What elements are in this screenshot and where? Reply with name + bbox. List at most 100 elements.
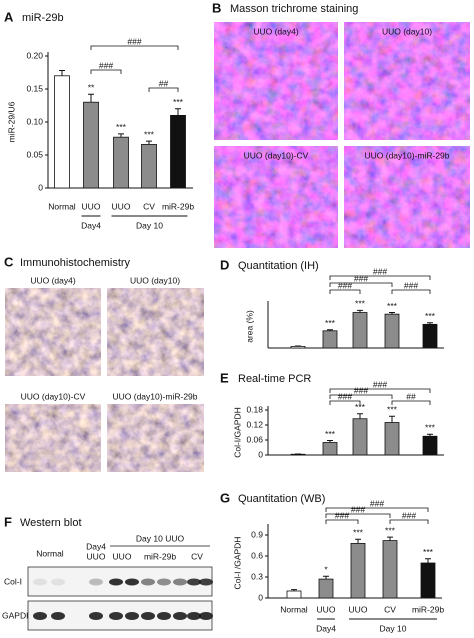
bracket-label: ### bbox=[354, 273, 368, 283]
y-tick-label: 0.05 bbox=[26, 149, 43, 159]
bar bbox=[352, 418, 368, 456]
significance-bracket bbox=[148, 87, 179, 92]
image-label: UUO (day10)-miR-29b bbox=[364, 150, 449, 160]
panel-title: Masson trichrome staining bbox=[230, 3, 358, 15]
blot-band bbox=[173, 612, 187, 620]
blot-band bbox=[187, 578, 201, 586]
bracket-label: ### bbox=[404, 280, 418, 290]
bar bbox=[141, 144, 157, 189]
significance-label: *** bbox=[387, 405, 398, 415]
significance-bracket bbox=[391, 400, 431, 405]
y-tick-label: 0.12 bbox=[246, 419, 263, 429]
image-label: UUO (day10)-CV bbox=[21, 391, 86, 401]
significance-label: *** bbox=[173, 97, 184, 107]
blot-band bbox=[125, 578, 139, 586]
error-bar bbox=[357, 413, 363, 419]
error-bar bbox=[59, 70, 65, 76]
significance-label: * bbox=[324, 565, 328, 575]
micrograph-grid: UUO (day4) UUO (day10) UUO (day10)-CV UU… bbox=[214, 22, 470, 248]
significance-bracket bbox=[325, 519, 359, 524]
y-tick-label: 0 bbox=[258, 449, 263, 459]
image-label: UUO (day10) bbox=[382, 26, 432, 36]
significance-bracket bbox=[389, 519, 429, 524]
significance-label: *** bbox=[353, 527, 364, 537]
micrograph bbox=[5, 288, 101, 376]
blot-band bbox=[109, 612, 123, 620]
row-label: Col-I bbox=[4, 576, 22, 586]
y-tick-label: 0.06 bbox=[246, 434, 263, 444]
blot-band bbox=[89, 578, 103, 586]
panel-title: Quantitation (WB) bbox=[238, 493, 325, 505]
lane-label: UUO bbox=[87, 551, 106, 561]
bracket-label: ### bbox=[99, 60, 113, 70]
error-bar bbox=[355, 538, 361, 544]
panel-letter: D bbox=[220, 257, 229, 272]
y-axis-label: miR-29/U6 bbox=[6, 101, 16, 142]
blot-bands bbox=[33, 578, 213, 620]
significance-label: *** bbox=[325, 429, 336, 439]
micrograph-grid: UUO (day4) UUO (day10) UUO (day10)-CV UU… bbox=[5, 275, 204, 472]
x-tick-label: Normal bbox=[48, 201, 76, 211]
bar bbox=[286, 590, 302, 599]
y-tick-label: 0.6 bbox=[251, 550, 263, 560]
y-tick-label: 0.3 bbox=[251, 571, 263, 581]
x-tick-label: UUO bbox=[112, 201, 131, 211]
significance-bracket bbox=[391, 289, 431, 294]
panel-letter: C bbox=[4, 254, 14, 269]
panel-letter: B bbox=[212, 0, 221, 15]
significance-label: *** bbox=[425, 423, 436, 433]
bracket-label: ## bbox=[406, 391, 416, 401]
error-bar bbox=[323, 575, 329, 580]
significance-bracket bbox=[90, 45, 179, 50]
y-axis-label: Col-I /GAPDH bbox=[232, 537, 242, 590]
blot-band bbox=[199, 612, 213, 620]
micrograph bbox=[214, 146, 338, 248]
x-tick-label: CV bbox=[143, 201, 155, 211]
bar bbox=[322, 442, 338, 456]
blot-band bbox=[33, 612, 47, 620]
image-label: UUO (day10)-miR-29b bbox=[112, 391, 197, 401]
x-tick-label: UUO bbox=[317, 604, 336, 614]
panel-letter: A bbox=[4, 9, 14, 24]
significance-label: *** bbox=[425, 311, 436, 321]
micrograph bbox=[107, 288, 204, 376]
image-label: UUO (day10)-CV bbox=[244, 150, 309, 160]
blot-band bbox=[125, 612, 139, 620]
panel-letter: G bbox=[220, 490, 230, 505]
bar bbox=[422, 323, 438, 349]
micrograph bbox=[344, 22, 470, 140]
blot-band bbox=[109, 578, 123, 586]
micrograph bbox=[344, 146, 470, 248]
x-tick-label: UUO bbox=[82, 201, 101, 211]
image-label: UUO (day10) bbox=[130, 275, 180, 285]
row-label: GAPDH bbox=[2, 610, 32, 620]
group-label: Day4 bbox=[316, 623, 336, 633]
y-tick-label: 0.15 bbox=[26, 83, 43, 93]
micrograph bbox=[214, 22, 338, 140]
y-tick-label: 0.10 bbox=[26, 116, 43, 126]
panel-title: Immunohistochemistry bbox=[20, 257, 131, 269]
bar bbox=[170, 115, 186, 189]
image-label: UUO (day4) bbox=[253, 26, 299, 36]
bracket-label: ### bbox=[338, 280, 352, 290]
significance-label: *** bbox=[355, 402, 366, 412]
bar bbox=[384, 422, 400, 456]
y-tick-label: 0.20 bbox=[26, 50, 43, 60]
bar bbox=[113, 136, 129, 189]
bar bbox=[54, 75, 70, 189]
bracket-label: ### bbox=[338, 391, 352, 401]
blot-band bbox=[157, 578, 171, 586]
bracket-label: ### bbox=[402, 510, 416, 520]
bar bbox=[322, 330, 338, 349]
blot-band bbox=[173, 578, 187, 586]
significance-bracket bbox=[329, 282, 393, 287]
bar bbox=[290, 453, 306, 456]
lane-label: Normal bbox=[36, 548, 64, 558]
significance-bracket bbox=[325, 513, 391, 518]
lane-header: Day 10 UUO bbox=[136, 533, 185, 543]
y-axis-label: Col-I/GAPDH bbox=[232, 407, 242, 458]
bar bbox=[318, 578, 334, 599]
panel-title: miR-29b bbox=[22, 12, 64, 24]
significance-bracket bbox=[329, 289, 361, 294]
bar bbox=[83, 101, 99, 189]
